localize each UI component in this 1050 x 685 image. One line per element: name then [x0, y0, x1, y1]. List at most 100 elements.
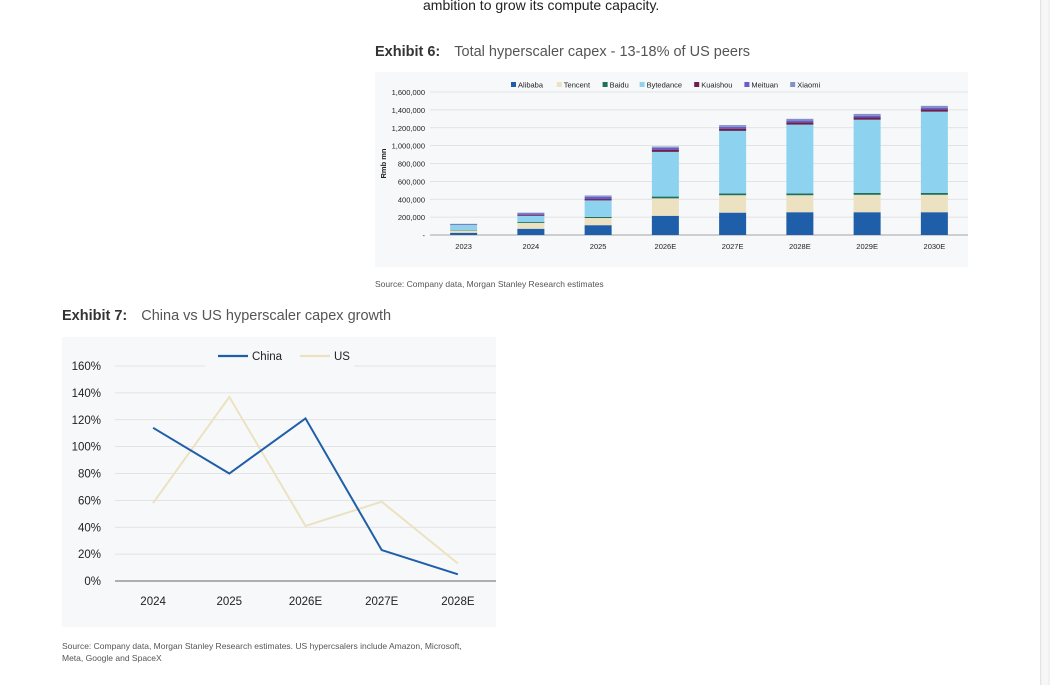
- bar-segment: [651, 149, 679, 152]
- exhibit7-line-chart: 160% 140% 120% 100% 80% 60% 40% 20% 0% 2024 2025 20…: [72, 351, 496, 608]
- bar-segment: [853, 192, 881, 195]
- y-tick-label: 1,600,000: [392, 88, 425, 97]
- exhibit7-source-line2: Meta, Google and SpaceX: [62, 653, 162, 663]
- bar-segment: [920, 109, 948, 112]
- x-tick-label: 2026E: [289, 596, 323, 608]
- bar-segment: [450, 230, 478, 233]
- x-tick-label: 2027E: [722, 242, 744, 251]
- bar-segment: [584, 196, 612, 200]
- bar-segment: [719, 125, 747, 127]
- bar-segment: [920, 105, 948, 108]
- bar-segment: [517, 214, 545, 216]
- bar-segment: [719, 212, 747, 235]
- bar-segment: [920, 111, 948, 193]
- bar-segment: [853, 212, 881, 235]
- legend-swatch: [602, 82, 608, 87]
- legend-label: Baidu: [610, 81, 629, 90]
- bar-segment: [584, 225, 612, 235]
- bar-segment: [719, 130, 747, 194]
- bar-segment: [853, 117, 881, 120]
- legend-swatch: [511, 82, 516, 87]
- exhibit6-source: Source: Company data, Morgan Stanley Res…: [375, 279, 604, 289]
- y-tick-label: 60%: [78, 495, 101, 507]
- y-tick-label: 600,000: [398, 177, 425, 186]
- y-tick-label: 80%: [78, 469, 101, 481]
- x-tick-label: 2025: [590, 242, 607, 251]
- legend-swatch: [694, 82, 700, 87]
- bar-segment: [517, 222, 545, 223]
- scrollbar-thumb[interactable]: [1042, 0, 1048, 685]
- legend-label: US: [334, 351, 350, 363]
- exhibit7-source-line1: Source: Company data, Morgan Stanley Res…: [62, 641, 462, 651]
- exhibit6-label: Exhibit 6:: [375, 44, 441, 60]
- y-tick-label: 1,000,000: [392, 142, 425, 151]
- x-tick-label: 2030E: [924, 242, 946, 251]
- series-line-us: [152, 395, 459, 565]
- y-axis-title: Rmb mn: [379, 148, 388, 178]
- bar-segment: [584, 195, 612, 197]
- y-tick-label: 1,200,000: [392, 124, 425, 133]
- bar-segment: [584, 200, 612, 217]
- legend-label: Alibaba: [518, 81, 544, 90]
- bar-segment: [853, 119, 881, 193]
- exhibit7-title: Exhibit 7: China vs US hyperscaler capex …: [62, 308, 391, 324]
- y-tick-label: 140%: [72, 388, 101, 400]
- legend-swatch: [556, 82, 562, 87]
- bar-segment: [786, 118, 814, 121]
- bar-segment: [853, 115, 881, 118]
- legend-label: Meituan: [751, 81, 778, 90]
- exhibit6-title-text: Total hyperscaler capex - 13-18% of US p…: [454, 44, 751, 60]
- bar-segment: [651, 147, 679, 150]
- bar-segment: [651, 196, 679, 199]
- bar-segment: [450, 232, 478, 235]
- bar-segment: [786, 120, 814, 123]
- x-tick-label: 2027E: [365, 596, 399, 608]
- x-tick-label: 2028E: [441, 596, 475, 608]
- x-tick-label: 2026E: [655, 242, 677, 251]
- x-tick-label: 2024: [523, 242, 540, 251]
- bar-segment: [920, 192, 948, 195]
- y-tick-label: 400,000: [398, 195, 425, 204]
- bar-segment: [719, 128, 747, 131]
- y-tick-label: 160%: [72, 361, 101, 373]
- bar-segment: [584, 216, 612, 219]
- bar-segment: [651, 198, 679, 216]
- bar-segment: [786, 124, 814, 194]
- y-tick-label: 100%: [72, 442, 101, 454]
- x-tick-label: 2025: [217, 596, 243, 608]
- bar-segment: [517, 215, 545, 223]
- bar-segment: [853, 194, 881, 213]
- bar-segment: [517, 228, 545, 235]
- legend-swatch: [639, 82, 645, 87]
- y-tick-label: 1,400,000: [392, 106, 425, 115]
- bar-segment: [719, 126, 747, 129]
- bar-segment: [651, 215, 679, 235]
- legend-label: Xiaomi: [797, 81, 820, 90]
- x-tick-label: 2029E: [856, 242, 878, 251]
- bar-segment: [651, 151, 679, 197]
- y-tick-label: 20%: [78, 549, 101, 561]
- bar-segment: [786, 212, 814, 235]
- exhibit7-title-text: China vs US hyperscaler capex growth: [141, 308, 392, 324]
- body-text: ambition to grow its compute capacity.: [423, 0, 660, 13]
- legend-label: China: [252, 351, 283, 363]
- bar-segment: [651, 146, 679, 148]
- y-tick-label: 200,000: [398, 213, 425, 222]
- bar-segment: [719, 195, 747, 213]
- bar-segment: [719, 193, 747, 196]
- exhibit7-source: Source: Company data, Morgan Stanley Res…: [62, 640, 462, 664]
- bar-segment: [853, 113, 881, 116]
- bar-segment: [786, 195, 814, 213]
- bar-segment: [786, 193, 814, 196]
- x-tick-label: 2023: [455, 242, 472, 251]
- bar-segment: [920, 107, 948, 110]
- bar-segment: [517, 213, 545, 215]
- bar-segment: [920, 194, 948, 213]
- bar-segment: [920, 212, 948, 235]
- bar-segment: [517, 212, 545, 214]
- bar-segment: [786, 122, 814, 125]
- bar-segment: [450, 224, 478, 231]
- legend-swatch: [790, 82, 796, 87]
- bar-segment: [584, 199, 612, 201]
- legend-swatch: [744, 82, 750, 87]
